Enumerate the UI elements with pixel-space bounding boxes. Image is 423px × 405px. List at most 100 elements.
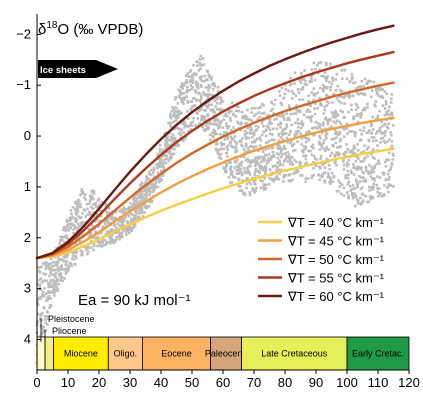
scatter-point bbox=[133, 195, 136, 199]
scatter-point bbox=[50, 290, 54, 294]
scatter-point bbox=[300, 136, 304, 140]
scatter-point bbox=[275, 117, 278, 121]
scatter-point bbox=[229, 141, 232, 145]
scatter-point bbox=[358, 112, 362, 116]
scatter-point bbox=[76, 206, 79, 209]
scatter-point bbox=[135, 211, 138, 215]
scatter-point bbox=[286, 118, 289, 121]
scatter-point bbox=[241, 137, 244, 140]
scatter-point bbox=[41, 327, 44, 331]
scatter-point bbox=[290, 144, 294, 148]
scatter-point bbox=[61, 228, 65, 232]
scatter-point bbox=[52, 286, 56, 290]
scatter-point bbox=[49, 304, 53, 308]
scatter-point bbox=[259, 167, 262, 170]
scatter-point bbox=[225, 131, 228, 135]
scatter-point bbox=[325, 85, 329, 89]
scatter-point bbox=[206, 97, 210, 101]
scatter-point bbox=[196, 112, 199, 115]
scatter-point bbox=[255, 159, 259, 163]
scatter-point bbox=[370, 165, 373, 169]
scatter-point bbox=[323, 179, 326, 183]
scatter-point bbox=[214, 96, 218, 100]
scatter-point bbox=[265, 162, 269, 165]
scatter-point bbox=[54, 289, 57, 292]
scatter-point bbox=[333, 128, 336, 131]
scatter-point bbox=[245, 117, 248, 121]
scatter-point bbox=[303, 83, 307, 86]
scatter-point bbox=[104, 242, 108, 246]
scatter-point bbox=[319, 167, 322, 170]
scatter-point bbox=[252, 133, 256, 137]
scatter-point bbox=[323, 181, 327, 184]
scatter-point bbox=[330, 101, 334, 104]
scatter-point bbox=[378, 176, 382, 179]
scatter-point bbox=[296, 126, 300, 129]
scatter-point bbox=[301, 174, 304, 177]
scatter-point bbox=[318, 96, 321, 100]
scatter-point bbox=[239, 167, 242, 171]
scatter-point bbox=[342, 127, 345, 131]
scatter-point bbox=[189, 69, 193, 72]
scatter-point bbox=[250, 128, 253, 131]
scatter-point bbox=[275, 127, 279, 131]
scatter-point bbox=[213, 111, 216, 114]
scatter-point bbox=[43, 328, 46, 332]
scatter-point bbox=[92, 190, 96, 193]
scatter-point bbox=[264, 187, 268, 190]
scatter-point bbox=[263, 165, 267, 168]
scatter-point bbox=[318, 126, 322, 129]
scatter-point bbox=[189, 108, 193, 111]
scatter-point bbox=[318, 134, 321, 138]
scatter-point bbox=[72, 257, 75, 261]
scatter-point bbox=[136, 201, 140, 204]
scatter-point bbox=[65, 225, 69, 228]
scatter-point bbox=[345, 161, 349, 165]
scatter-point bbox=[229, 116, 232, 120]
scatter-point bbox=[200, 79, 204, 83]
epoch-bar: Miocene Oligo. Eocene Paleocene Late Cretace… bbox=[36, 336, 410, 371]
scatter-point bbox=[257, 149, 260, 153]
scatter-point bbox=[261, 150, 265, 154]
scatter-point bbox=[62, 255, 66, 259]
scatter-point bbox=[388, 175, 391, 179]
scatter-point bbox=[74, 201, 77, 205]
scatter-point bbox=[239, 163, 243, 166]
scatter-point bbox=[229, 109, 233, 113]
scatter-point bbox=[64, 272, 68, 275]
scatter-point bbox=[375, 132, 378, 135]
scatter-point bbox=[288, 106, 291, 109]
scatter-point bbox=[351, 94, 355, 98]
scatter-point bbox=[304, 140, 308, 144]
scatter-point bbox=[313, 94, 317, 97]
scatter-point bbox=[346, 182, 350, 186]
scatter-point bbox=[215, 119, 218, 122]
scatter-point bbox=[135, 203, 138, 206]
scatter-point bbox=[47, 264, 51, 268]
scatter-point bbox=[158, 165, 162, 169]
scatter-point bbox=[237, 166, 241, 170]
scatter-point bbox=[252, 188, 255, 192]
scatter-point bbox=[119, 220, 122, 224]
scatter-point bbox=[46, 323, 49, 326]
scatter-point bbox=[371, 115, 375, 119]
scatter-point bbox=[235, 165, 239, 168]
scatter-point bbox=[373, 103, 376, 106]
scatter-point bbox=[282, 180, 285, 183]
scatter-point bbox=[207, 122, 210, 125]
scatter-point bbox=[359, 167, 363, 171]
scatter-point bbox=[338, 95, 342, 98]
scatter-point bbox=[279, 147, 283, 150]
scatter-point bbox=[342, 152, 345, 156]
scatter-point bbox=[119, 233, 122, 236]
scatter-point bbox=[174, 115, 178, 118]
scatter-point bbox=[101, 225, 105, 229]
scatter-point bbox=[70, 224, 74, 227]
scatter-point bbox=[181, 100, 184, 104]
scatter-point bbox=[143, 211, 146, 214]
scatter-point bbox=[81, 233, 84, 237]
scatter-point bbox=[241, 154, 245, 158]
scatter-point bbox=[341, 159, 345, 163]
scatter-point bbox=[279, 114, 283, 118]
scatter-point bbox=[256, 155, 260, 159]
